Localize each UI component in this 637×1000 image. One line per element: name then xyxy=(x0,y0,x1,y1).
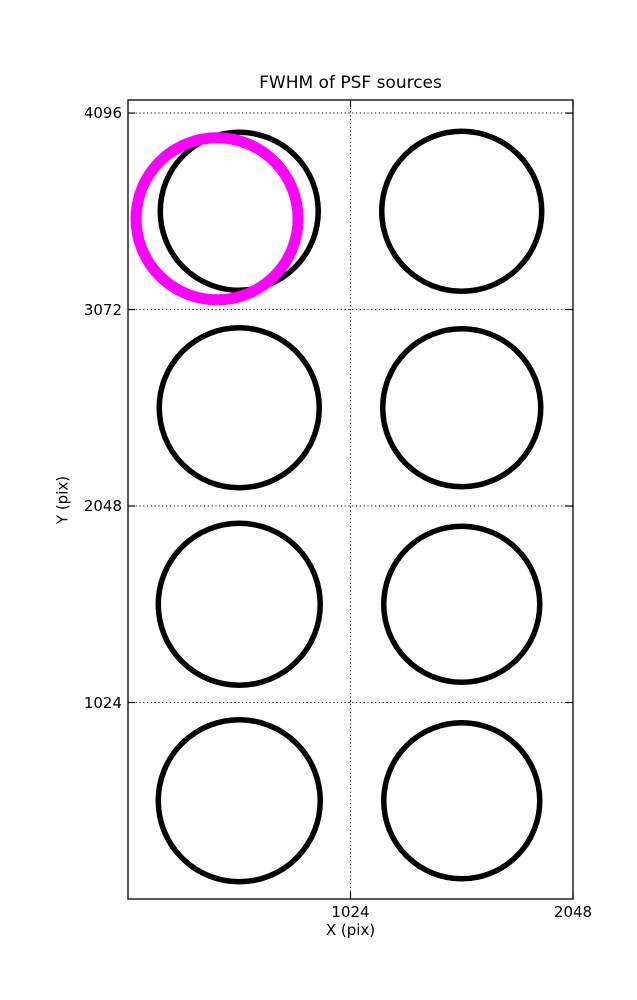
psf-circle xyxy=(381,523,543,686)
psf-circle xyxy=(380,326,544,490)
psf-circle xyxy=(155,520,323,689)
y-tick-label-3072: 3072 xyxy=(83,300,122,319)
psf-circle xyxy=(156,325,322,491)
psf-circle xyxy=(157,129,321,294)
psf-circle xyxy=(381,720,543,882)
x-tick-label-2048: 2048 xyxy=(553,903,593,921)
highlighted-psf-circle xyxy=(130,132,304,306)
psf-circle xyxy=(155,717,323,885)
chart-title: FWHM of PSF sources xyxy=(259,73,442,93)
y-tick-label-4096: 4096 xyxy=(83,104,122,123)
y-tick-label-1024: 1024 xyxy=(83,693,122,712)
y-tick-label-2048: 2048 xyxy=(83,497,122,516)
x-tick-label-1024: 1024 xyxy=(331,903,370,921)
x-axis-label: X (pix) xyxy=(325,921,376,939)
psf-circle xyxy=(379,128,545,295)
